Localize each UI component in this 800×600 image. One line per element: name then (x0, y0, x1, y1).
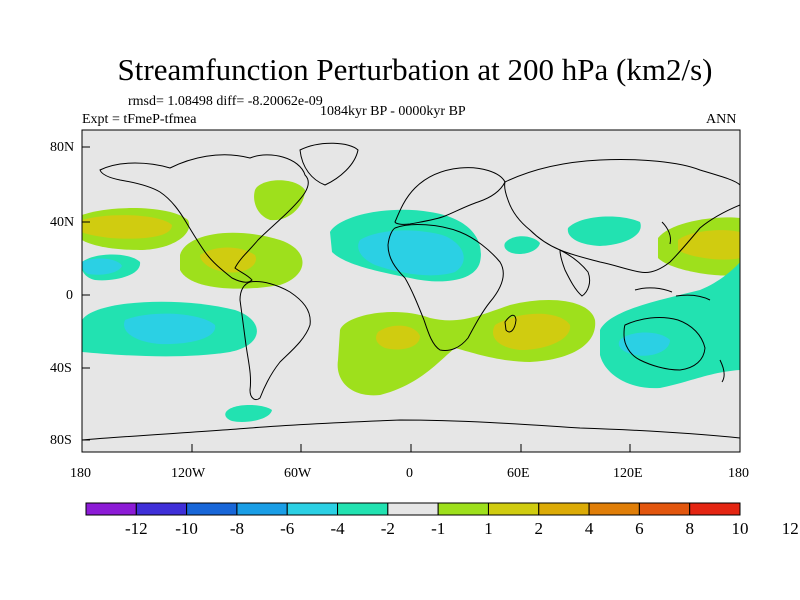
contour-fill-central-pacific-core (82, 258, 122, 275)
colorbar-label: 10 (732, 519, 749, 538)
colorbar-label: 2 (535, 519, 544, 538)
coastline-greenland (299, 142, 359, 186)
colorbar-swatch (387, 502, 439, 516)
lat-label: 80N (50, 140, 75, 155)
colorbar-label: 6 (635, 519, 644, 538)
season-label: ANN (706, 112, 737, 127)
colorbar-label: -12 (125, 519, 148, 538)
colorbar-swatch (638, 502, 691, 516)
contour-fill-atlantic-core (376, 325, 420, 350)
contour-fill-canada-pos (254, 180, 305, 221)
colorbar-label: -6 (280, 519, 294, 538)
lat-label: 40S (50, 361, 72, 376)
colorbar-label: 8 (685, 519, 694, 538)
lon-label: 180 (728, 466, 749, 481)
colorbar-swatch (186, 502, 238, 516)
coastline-africa (387, 224, 504, 351)
lon-label: 120W (171, 466, 206, 481)
contour-fill-layer (82, 180, 740, 422)
colorbar-swatch (538, 502, 590, 516)
colorbar-label: 12 (782, 519, 799, 538)
contour-fill-arabia-neg (504, 236, 540, 254)
coastline-layer (82, 142, 740, 441)
colorbar-swatch (337, 502, 389, 516)
colorbar-swatch (135, 502, 188, 516)
coastline-australia (623, 317, 706, 371)
lon-label: 120E (613, 466, 643, 481)
coastline-antarctica (82, 419, 740, 441)
experiment-label: Expt = tFmeP-tfmea (82, 112, 197, 127)
coastline-india (559, 249, 591, 297)
colorbar-label: 1 (484, 519, 493, 538)
lon-label: 60W (284, 466, 312, 481)
lon-label: 180 (70, 466, 91, 481)
contour-fill-south-am-neg (225, 404, 272, 422)
colorbar-label: -8 (230, 519, 244, 538)
lon-label: 60E (507, 466, 530, 481)
contour-fill-north-atlantic-core (358, 230, 464, 276)
colorbar-label: -1 (431, 519, 445, 538)
contour-fill-australia-core (618, 332, 670, 356)
colorbar-label: -10 (175, 519, 198, 538)
colorbar-swatch (487, 502, 540, 516)
colorbar-swatch (588, 502, 640, 516)
colorbar-label: 4 (585, 519, 594, 538)
coastline-south-america (239, 281, 311, 401)
lat-label: 40N (50, 215, 75, 230)
lat-label: 80S (50, 433, 72, 448)
colorbar-swatch (437, 502, 489, 516)
lat-label: 0 (66, 288, 73, 303)
colorbar-swatch (286, 502, 339, 516)
coastline-europe (394, 167, 506, 225)
lon-label: 0 (406, 466, 413, 481)
colorbar-swatch (236, 502, 288, 516)
contour-fill-wnpacific-core (678, 230, 740, 260)
coastline-new-zealand (719, 359, 725, 383)
contour-fill-gulf-core (200, 247, 256, 273)
stats-text: rmsd= 1.08498 diff= -8.20062e-09 (128, 94, 323, 109)
colorbar-swatch (85, 502, 137, 516)
contour-fill-nindian-neg (567, 216, 641, 246)
contour-fill-se-pacific-core (124, 313, 216, 345)
coastline-indonesia (634, 287, 711, 301)
colorbar-label: -4 (330, 519, 345, 538)
map-background (82, 130, 740, 452)
contour-fill-north-pacific-core (82, 215, 172, 239)
coastline-north-america (99, 154, 309, 283)
map-title: Streamfunction Perturbation at 200 hPa (… (117, 52, 713, 87)
period-label: 1084kyr BP - 0000kyr BP (320, 104, 466, 119)
coastline-japan (661, 221, 671, 245)
axis-ticks (81, 146, 741, 452)
contour-fill-indian-core (492, 313, 571, 350)
colorbar-label: -2 (381, 519, 395, 538)
coastline-asia (504, 158, 740, 273)
colorbar-swatch (689, 502, 741, 516)
coastline-madagascar (504, 314, 517, 333)
